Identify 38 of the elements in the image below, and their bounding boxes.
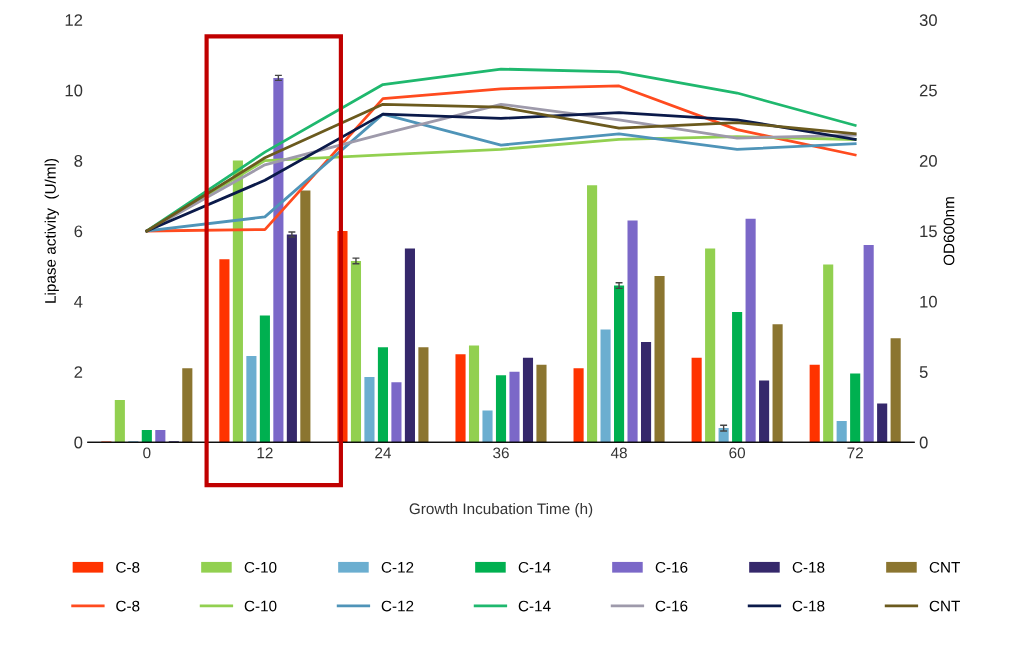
y-tick-label: 12 (65, 14, 83, 26)
x-tick-label: 24 (375, 447, 391, 459)
y2-tick-label: 15 (920, 225, 937, 238)
y2-tick-label: 25 (919, 84, 937, 97)
legend-label: C-8 (116, 600, 140, 612)
y-tick-label: 10 (65, 84, 83, 97)
y2-tick-label: 10 (920, 295, 937, 308)
y2-tick-label: 5 (919, 366, 928, 378)
x-tick-label: 12 (257, 447, 273, 459)
x-tick-label: 72 (847, 447, 863, 459)
y2-tick-label: 0 (919, 436, 928, 449)
x-axis-title: Growth Incubation Time (h) (409, 502, 593, 518)
y-tick-label: 8 (74, 155, 83, 167)
legend-label: C-14 (518, 561, 551, 573)
x-tick-label: 0 (143, 447, 151, 459)
legend-label: C-10 (244, 561, 277, 573)
legend-label: C-8 (116, 561, 140, 573)
legend-label: C-18 (792, 600, 825, 612)
legend-label: C-16 (655, 561, 688, 573)
x-tick-label: 60 (729, 447, 746, 459)
legend-label: CNT (929, 600, 960, 612)
x-tick-label: 48 (610, 447, 627, 459)
legend-label: C-12 (381, 561, 414, 573)
legend-label: CNT (929, 561, 960, 573)
legend-label: C-16 (655, 600, 688, 612)
y-axis-title: Lipase activity (U/ml) (44, 158, 59, 303)
legend-label: C-14 (518, 600, 551, 612)
y2-tick-label: 30 (919, 14, 937, 26)
legend-label: C-18 (792, 561, 825, 573)
y-tick-label: 2 (74, 366, 83, 378)
y-tick-label: 6 (74, 225, 83, 238)
legend-label: C-10 (244, 600, 277, 612)
y-tick-label: 0 (74, 436, 83, 449)
y-tick-label: 4 (74, 295, 83, 308)
y2-tick-label: 20 (919, 155, 937, 167)
legend-label: C-12 (381, 600, 414, 612)
x-tick-label: 36 (493, 447, 509, 459)
y2-axis-title: OD600nm (943, 197, 955, 266)
